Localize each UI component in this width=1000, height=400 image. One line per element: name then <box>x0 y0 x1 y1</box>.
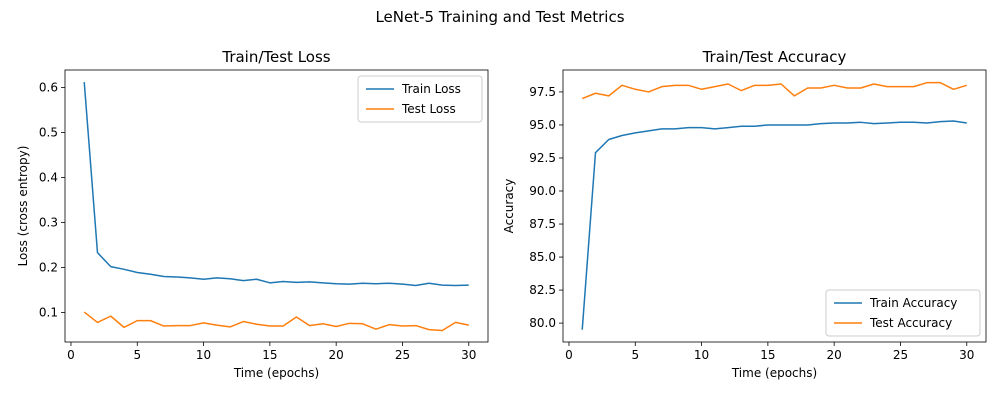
train-loss-line <box>83 82 469 287</box>
accuracy-chart: Train/Test Accuracy 0 5 10 15 20 25 30 80.0 82.5 8… <box>502 48 987 380</box>
accuracy-ytick-label: 92.5 <box>529 151 556 165</box>
loss-xtick-label: 25 <box>395 348 410 362</box>
accuracy-chart-title: Train/Test Accuracy <box>702 48 847 66</box>
accuracy-ytick-label: 95.0 <box>529 118 556 132</box>
accuracy-xtick-label: 25 <box>893 348 908 362</box>
accuracy-xtick-label: 30 <box>959 348 974 362</box>
loss-chart-title: Train/Test Loss <box>221 48 330 66</box>
loss-ytick-label: 0.5 <box>39 126 58 140</box>
accuracy-xtick-label: 10 <box>694 348 709 362</box>
loss-xlabel: Time (epochs) <box>233 366 319 380</box>
accuracy-ytick-label: 97.5 <box>529 85 556 99</box>
accuracy-ylabel: Accuracy <box>502 179 516 234</box>
accuracy-axes-frame <box>562 69 987 343</box>
loss-ytick-label: 0.1 <box>39 306 58 320</box>
loss-legend-box <box>357 75 483 123</box>
accuracy-ytick-label: 90.0 <box>529 184 556 198</box>
test-loss-legend-label: Test Loss <box>401 102 456 116</box>
loss-ylabel: Loss (cross entropy) <box>16 146 30 267</box>
loss-ytick-label: 0.2 <box>39 261 58 275</box>
accuracy-xtick-label: 15 <box>760 348 775 362</box>
loss-xtick-label: 20 <box>329 348 344 362</box>
loss-chart: Train/Test Loss 0 5 10 15 20 25 30 0.1 0.2 0.3 0.4 0… <box>16 48 489 380</box>
accuracy-ytick-label: 82.5 <box>529 283 556 297</box>
train-accuracy-line <box>581 120 967 330</box>
loss-ytick-label: 0.3 <box>39 216 58 230</box>
loss-legend: Train Loss Test Loss <box>357 75 483 123</box>
accuracy-ytick-label: 87.5 <box>529 217 556 231</box>
accuracy-ytick-label: 85.0 <box>529 250 556 264</box>
loss-ytick-label: 0.4 <box>39 171 58 185</box>
test-loss-line <box>83 311 469 332</box>
loss-axes-frame <box>64 69 489 343</box>
accuracy-ytick-label: 80.0 <box>529 316 556 330</box>
accuracy-xtick-label: 0 <box>565 348 573 362</box>
loss-xtick-label: 15 <box>262 348 277 362</box>
accuracy-xlabel: Time (epochs) <box>731 366 817 380</box>
loss-xtick-label: 5 <box>133 348 141 362</box>
test-accuracy-line <box>581 81 967 100</box>
accuracy-legend-box <box>825 289 981 337</box>
accuracy-xtick-label: 20 <box>827 348 842 362</box>
loss-xtick-label: 30 <box>461 348 476 362</box>
loss-xtick-label: 10 <box>196 348 211 362</box>
accuracy-xtick-label: 5 <box>631 348 639 362</box>
accuracy-legend: Train Accuracy Test Accuracy <box>825 289 981 337</box>
train-loss-legend-label: Train Loss <box>401 82 461 96</box>
loss-ytick-label: 0.6 <box>39 81 58 95</box>
test-accuracy-legend-label: Test Accuracy <box>869 316 952 330</box>
figure-suptitle: LeNet-5 Training and Test Metrics <box>375 8 624 26</box>
train-accuracy-legend-label: Train Accuracy <box>869 296 957 310</box>
loss-xtick-label: 0 <box>67 348 75 362</box>
